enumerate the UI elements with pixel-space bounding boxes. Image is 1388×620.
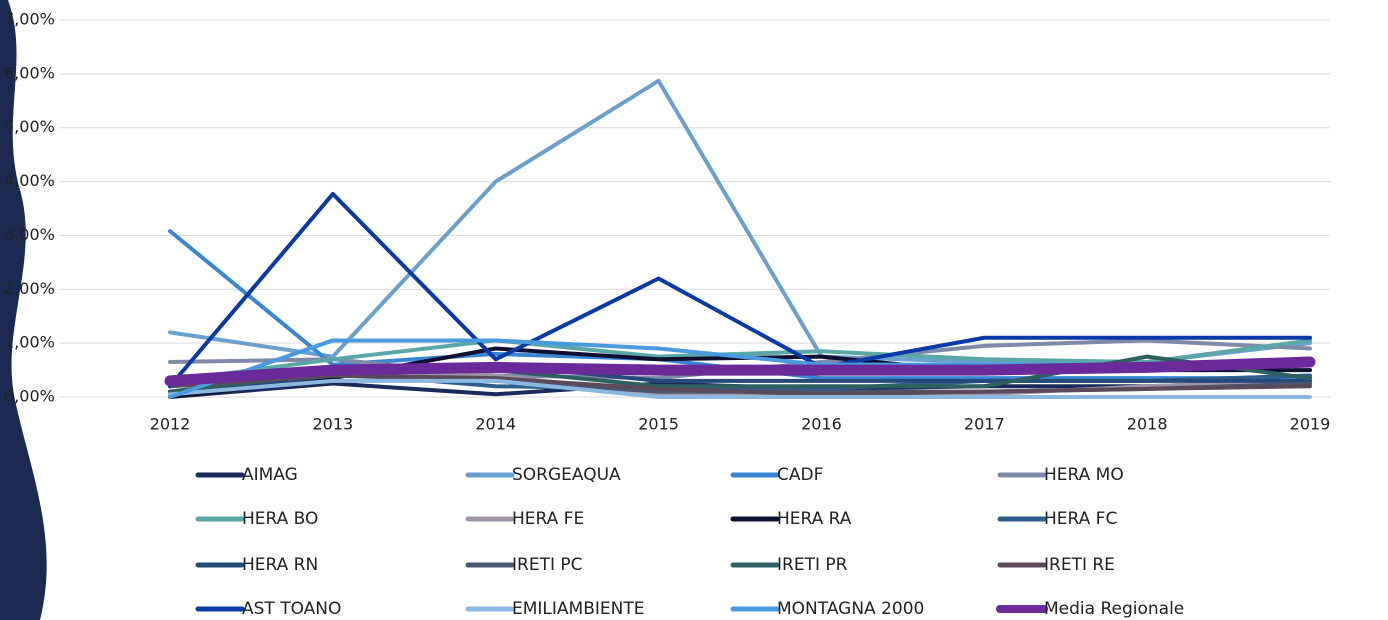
y-tick-label: 0,00%	[4, 387, 55, 406]
x-tick-label: 2016	[801, 415, 842, 434]
series-line	[164, 356, 1316, 387]
legend-label: IRETI PR	[777, 555, 848, 575]
decoration	[0, 0, 47, 620]
x-tick-label: 2017	[964, 415, 1005, 434]
x-tick-label: 2018	[1127, 415, 1168, 434]
x-tick-label: 2019	[1290, 415, 1331, 434]
series-line	[168, 373, 1312, 397]
x-tick-label: 2013	[312, 415, 353, 434]
series-line	[168, 78, 1312, 364]
y-tick-label: 1,00%	[4, 333, 55, 352]
legend-label: HERA RA	[777, 509, 852, 529]
legend-label: AIMAG	[242, 465, 298, 485]
legend-label: EMILIAMBIENTE	[512, 599, 644, 619]
legend-label: AST TOANO	[242, 599, 341, 619]
y-tick-label: 3,00%	[4, 225, 55, 244]
legend-label: HERA FE	[512, 509, 584, 529]
legend-label: MONTAGNA 2000	[777, 599, 924, 619]
series-line	[168, 378, 1312, 399]
legend-label: IRETI RE	[1044, 555, 1115, 575]
legend-label: IRETI PC	[512, 555, 583, 575]
y-tick-label: 4,00%	[4, 171, 55, 190]
labels: 0,00% 1,00% 2,00% 3,00% 4,00% 5,00% 6,00% 7,00%…	[4, 10, 1330, 620]
x-tick-label: 2015	[638, 415, 679, 434]
legend-label: CADF	[777, 465, 823, 485]
legend-label: Media Regionale	[1044, 599, 1184, 619]
legend-label: HERA FC	[1044, 509, 1117, 529]
x-tick-label: 2014	[475, 415, 516, 434]
legend-label: HERA RN	[242, 555, 318, 575]
plot-area	[60, 19, 1330, 399]
legend-label: HERA BO	[242, 509, 318, 529]
y-tick-label: 7,00%	[4, 10, 55, 29]
y-tick-label: 5,00%	[4, 117, 55, 136]
y-tick-label: 6,00%	[4, 63, 55, 82]
x-tick-label: 2012	[150, 415, 191, 434]
legend-label: SORGEAQUA	[512, 465, 621, 485]
series-line	[168, 191, 1312, 389]
y-tick-label: 2,00%	[4, 279, 55, 298]
legend-label: HERA MO	[1044, 465, 1124, 485]
